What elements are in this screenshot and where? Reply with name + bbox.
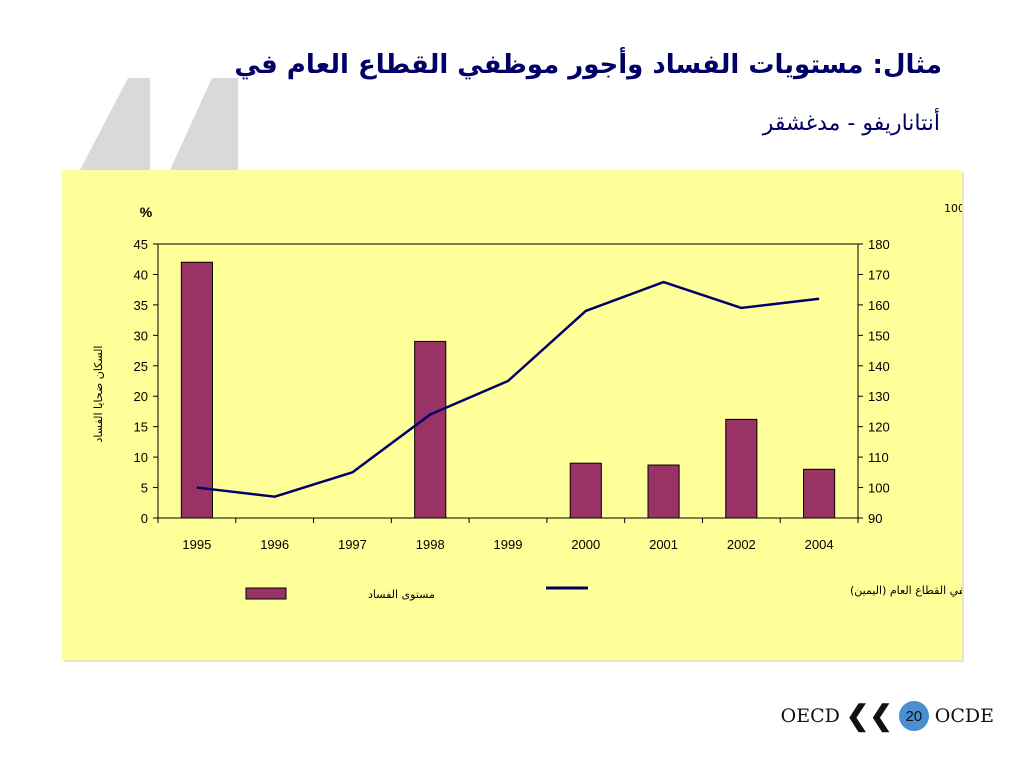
- x-axis-tick-label: 1995: [182, 537, 211, 552]
- right-axis-tick-label: 170: [868, 267, 890, 282]
- x-axis-tick-label: 1998: [416, 537, 445, 552]
- bar-corruption-level: [647, 464, 680, 519]
- bar-corruption-level: [725, 418, 758, 519]
- x-axis-tick-label: 2001: [649, 537, 678, 552]
- x-axis-tick-label: 1997: [338, 537, 367, 552]
- ocde-label: OCDE: [934, 705, 994, 727]
- oecd-footer-logo: OECD ❮❮ 20 OCDE: [781, 701, 994, 731]
- legend-bar-swatch: [245, 587, 287, 600]
- left-axis-label: السكان ضحايا الفساد: [92, 346, 105, 443]
- x-axis-tick-label: 1996: [260, 537, 289, 552]
- left-axis-tick-label: 0: [141, 511, 148, 526]
- right-axis-tick-label: 100: [868, 481, 890, 496]
- right-axis-tick-label: 150: [868, 328, 890, 343]
- decorative-stripes: [80, 78, 238, 170]
- bar-corruption-level: [180, 261, 213, 519]
- page-number: 20: [898, 701, 929, 731]
- slide-subtitle: أنتاناريفو - مدغشقر: [762, 111, 940, 136]
- legend-line-label: الاجور الحقيقية لموظفي القطاع العام (الي…: [850, 584, 962, 597]
- left-axis-tick-label: 40: [134, 267, 148, 282]
- left-axis-tick-label: 30: [134, 328, 148, 343]
- right-axis-tick-label: 120: [868, 420, 890, 435]
- left-axis-tick-label: 25: [134, 359, 148, 374]
- left-axis-tick-label: 20: [134, 389, 148, 404]
- left-axis-tick-label: 35: [134, 298, 148, 313]
- left-axis-unit: %: [140, 204, 153, 220]
- right-axis-tick-label: 180: [868, 237, 890, 252]
- right-axis-tick-label: 130: [868, 389, 890, 404]
- chart-panel: % سنة الاساس 1995= 100 السكان ضحايا الفس…: [62, 170, 962, 660]
- x-axis-tick-label: 1999: [494, 537, 523, 552]
- left-axis-tick-label: 45: [134, 237, 148, 252]
- x-axis-tick-label: 2004: [805, 537, 834, 552]
- legend-bar-label: مستوى الفساد: [368, 588, 435, 601]
- x-axis-tick-label: 2002: [727, 537, 756, 552]
- plot-area: [157, 243, 859, 519]
- double-chevron-icon: ❮❮: [845, 699, 893, 732]
- line-real-wages: [196, 280, 820, 498]
- bar-corruption-level: [414, 340, 447, 519]
- combo-chart: % سنة الاساس 1995= 100 السكان ضحايا الفس…: [92, 202, 962, 601]
- chart-legend: مستوى الفساد الاجور الحقيقية لموظفي القط…: [245, 584, 962, 601]
- left-axis-tick-label: 5: [141, 481, 148, 496]
- slide-title: مثال: مستويات الفساد وأجور موظفي القطاع …: [234, 50, 942, 80]
- bar-corruption-level: [803, 468, 836, 519]
- right-axis-tick-label: 110: [868, 450, 889, 465]
- right-axis-tick-label: 90: [868, 511, 882, 526]
- oecd-label: OECD: [780, 705, 840, 727]
- right-axis-tick-label: 160: [868, 298, 890, 313]
- bar-corruption-level: [569, 462, 602, 519]
- right-axis-tick-label: 140: [868, 359, 890, 374]
- base-year-annotation: سنة الاساس 1995= 100: [944, 202, 962, 215]
- left-axis-tick-label: 10: [134, 450, 148, 465]
- x-axis-tick-label: 2000: [571, 537, 600, 552]
- left-axis-tick-label: 15: [134, 420, 148, 435]
